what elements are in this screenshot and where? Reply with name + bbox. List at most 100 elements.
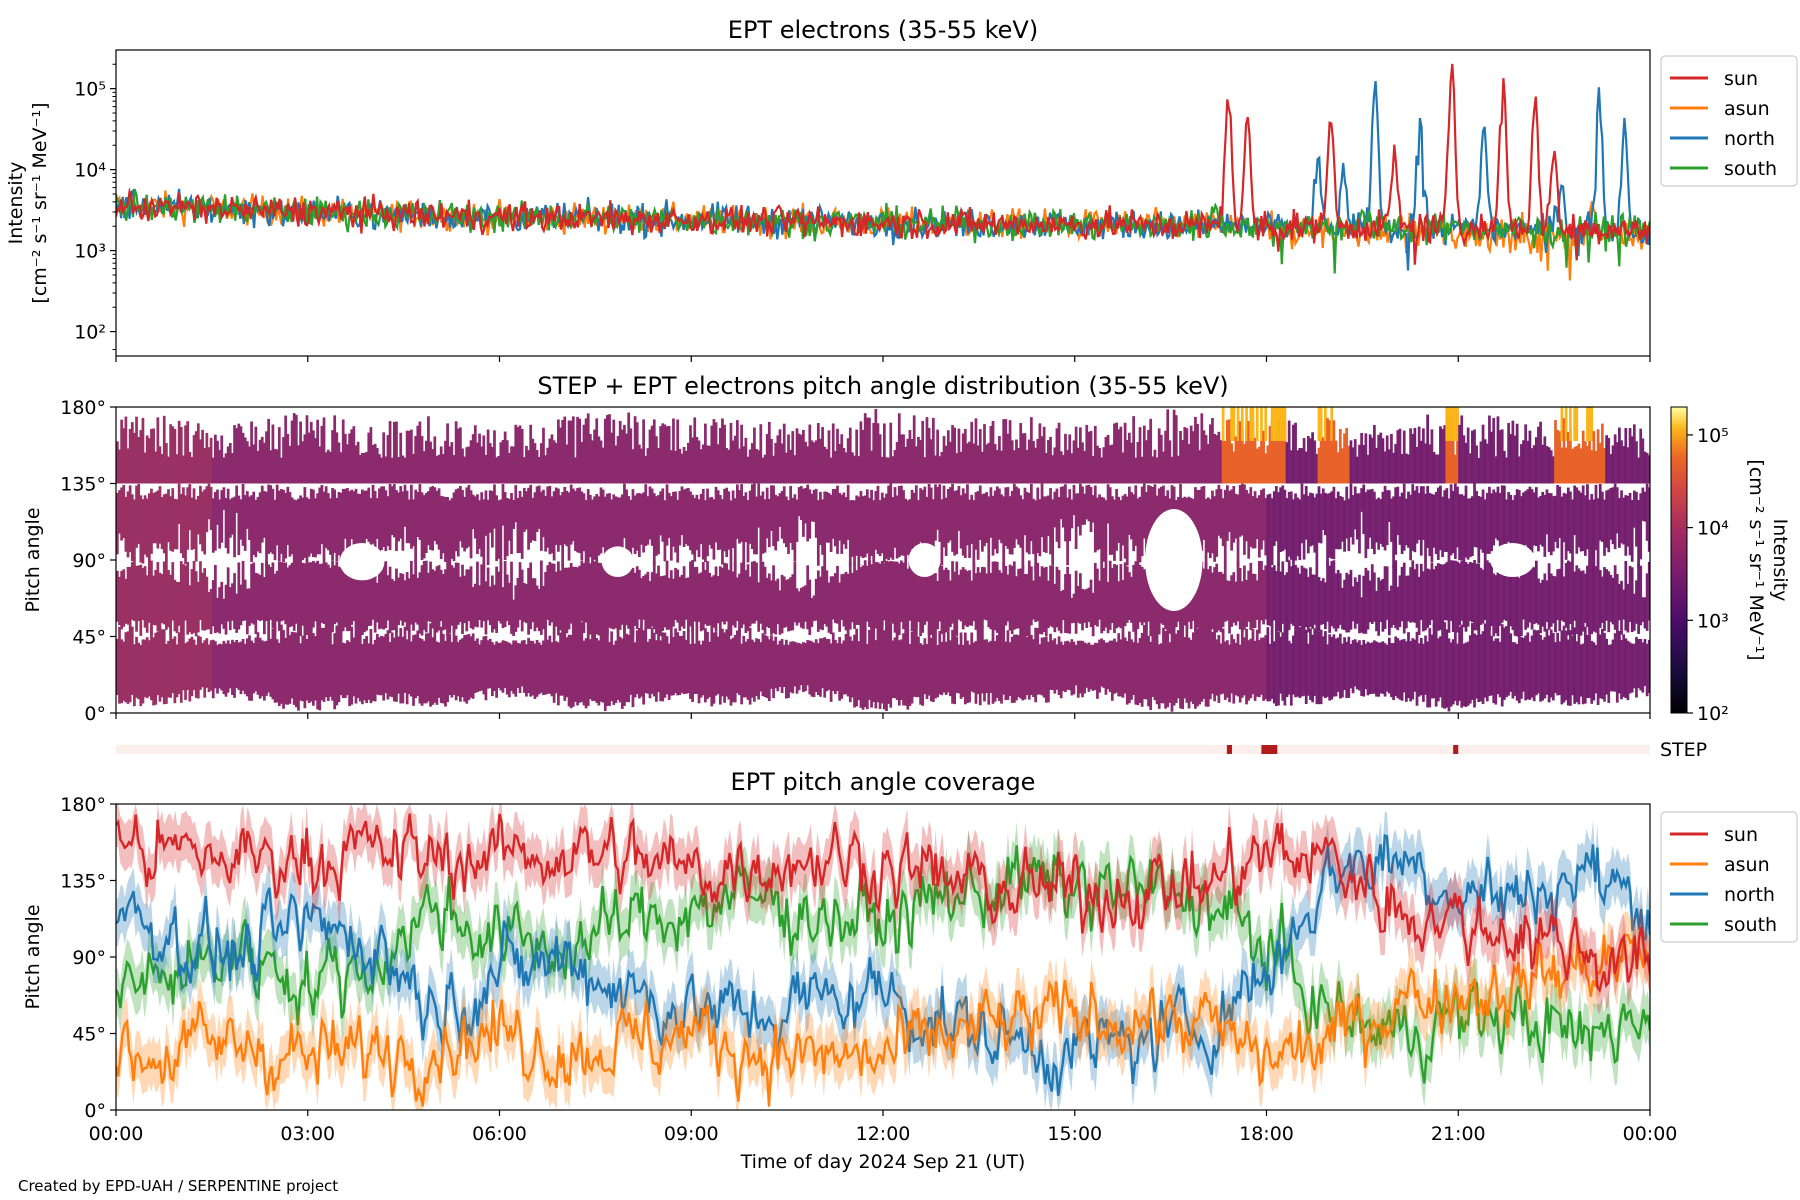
heatmap-cell: [1613, 434, 1617, 484]
heatmap-cell: [1053, 447, 1057, 484]
heatmap-cell: [1187, 444, 1191, 484]
heatmap-cell: [825, 491, 829, 543]
heatmap-cell: [998, 625, 1001, 702]
heatmap-cell: [1622, 634, 1626, 697]
heatmap-cell: [237, 423, 241, 484]
heatmap-cell: [910, 631, 914, 704]
heatmap-cell: [542, 586, 545, 630]
heatmap-cell: [735, 577, 739, 622]
heatmap-cell: [1494, 575, 1498, 634]
heatmap-cell: [834, 639, 837, 695]
heatmap-cell: [1551, 632, 1555, 701]
heatmap-cell: [823, 560, 827, 625]
heatmap-cell: [718, 427, 722, 484]
heatmap-cell: [963, 493, 967, 559]
heatmap-cell: [1377, 577, 1381, 636]
heatmap-cell: [1588, 499, 1591, 568]
heatmap-cell: [940, 452, 944, 484]
heatmap-cell: [380, 635, 383, 696]
heatmap-cell: [1125, 439, 1129, 484]
heatmap-cell: [1426, 641, 1430, 708]
heatmap-cell: [625, 633, 628, 702]
heatmap-cell: [226, 446, 230, 484]
heatmap-cell: [1200, 486, 1204, 551]
heatmap-cell: [1460, 415, 1464, 484]
heatmap-cell: [929, 563, 933, 635]
heatmap-cell: [286, 567, 290, 636]
heatmap-cell: [637, 569, 641, 620]
heatmap-cell: [1534, 487, 1538, 547]
heatmap-cell: [512, 640, 516, 694]
heatmap-cell: [691, 626, 694, 702]
heatmap-cell: [972, 642, 976, 693]
heatmap-cell: [1219, 440, 1223, 484]
heatmap-cell: [1113, 638, 1116, 694]
heatmap-cell: [1264, 453, 1268, 484]
heatmap-cell: [205, 576, 209, 630]
heatmap-cell: [152, 637, 155, 706]
heatmap-cell: [1038, 423, 1042, 484]
heatmap-cell: [1321, 437, 1325, 484]
heatmap-cell: [1289, 643, 1293, 706]
heatmap-cell: [1066, 566, 1069, 634]
legend-box: [1660, 811, 1798, 943]
heatmap-cell: [1164, 430, 1167, 484]
heatmap-cell: [537, 642, 541, 695]
heatmap-cell: [1051, 455, 1055, 484]
heatmap-cell: [341, 642, 345, 699]
heatmap-cell: [802, 429, 805, 484]
heatmap-cell: [725, 563, 729, 622]
heatmap-cell: [942, 436, 946, 484]
heatmap-cell: [914, 620, 918, 698]
heatmap-cell: [1255, 407, 1259, 441]
heatmap-cell: [836, 428, 839, 484]
heatmap-cell: [1072, 593, 1076, 623]
heatmap-cell: [710, 576, 714, 626]
heatmap-cell: [1287, 560, 1291, 631]
heatmap-cell: [601, 489, 605, 548]
heatmap-cell: [578, 619, 582, 703]
heatmap-cell: [1464, 485, 1468, 558]
heatmap-cell: [1206, 497, 1210, 553]
heatmap-cell: [1635, 636, 1638, 698]
heatmap-cell: [1411, 638, 1415, 700]
heatmap-cell: [384, 490, 388, 552]
heatmap-cell: [995, 561, 999, 633]
heatmap-cell: [761, 633, 765, 697]
heatmap-cell: [1445, 414, 1449, 484]
heatmap-cell: [550, 642, 554, 697]
heatmap-cell: [608, 414, 611, 484]
heatmap-cell: [667, 577, 671, 630]
heatmap-cell: [1483, 499, 1487, 569]
heatmap-cell: [725, 448, 729, 484]
heatmap-cell: [744, 492, 748, 543]
heatmap-cell: [1490, 493, 1493, 552]
heatmap-cell: [631, 489, 635, 548]
heatmap-cell: [1183, 637, 1187, 699]
heatmap-cell: [750, 561, 754, 624]
heatmap-cell: [486, 429, 490, 484]
heatmap-cell: [1424, 443, 1427, 484]
heatmap-cell: [1096, 497, 1099, 551]
heatmap-cell: [616, 563, 620, 633]
heatmap-cell: [527, 567, 530, 635]
heatmap-cell: [156, 417, 160, 484]
heatmap-cell: [657, 634, 660, 693]
heatmap-cell: [900, 434, 903, 484]
heatmap-cell: [714, 422, 718, 484]
heatmap-cell: [588, 563, 592, 635]
heatmap-cell: [578, 565, 582, 620]
heatmap-cell: [1485, 560, 1489, 636]
heatmap-cell: [167, 456, 170, 484]
heatmap-cell: [1115, 641, 1118, 693]
heatmap-cell: [787, 500, 790, 554]
heatmap-cell: [710, 626, 714, 707]
heatmap-cell: [1355, 581, 1359, 624]
heatmap-cell: [876, 562, 880, 637]
heatmap-cell: [561, 419, 565, 484]
heatmap-cell: [467, 569, 471, 622]
heatmap-cell: [623, 619, 626, 706]
heatmap-cell: [375, 582, 379, 623]
heatmap-cell: [1387, 490, 1391, 522]
